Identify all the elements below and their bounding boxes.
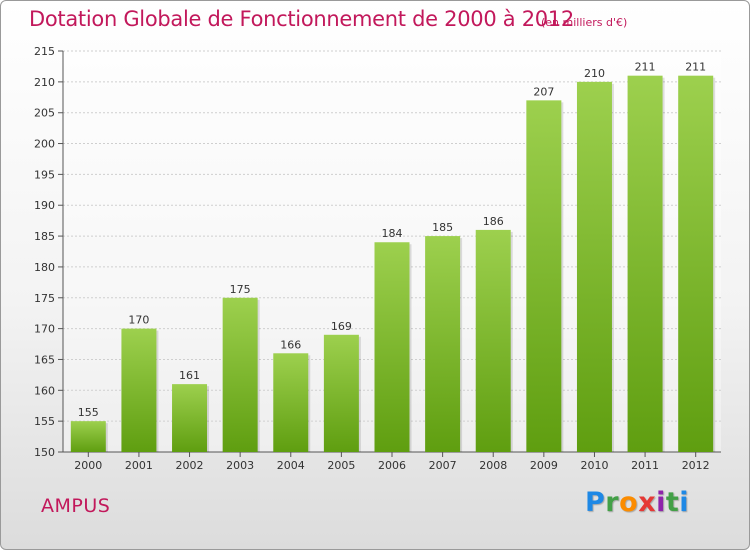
bar (526, 100, 562, 452)
y-tick-label: 180 (34, 261, 55, 274)
y-tick-label: 185 (34, 230, 55, 243)
bar (273, 353, 309, 452)
bar (475, 229, 511, 452)
y-tick-label: 200 (34, 138, 55, 151)
chart-title: Dotation Globale de Fonctionnement de 20… (29, 7, 574, 31)
y-tick-label: 165 (34, 353, 55, 366)
y-tick-label: 150 (34, 446, 55, 459)
data-label: 184 (382, 227, 403, 240)
bar (172, 384, 208, 452)
y-tick-label: 210 (34, 76, 55, 89)
x-tick-label: 2009 (530, 459, 558, 472)
data-label: 210 (584, 67, 605, 80)
x-tick-label: 2002 (176, 459, 204, 472)
y-tick-label: 155 (34, 415, 55, 428)
data-label: 185 (432, 221, 453, 234)
bar (678, 75, 714, 452)
x-tick-label: 2007 (429, 459, 457, 472)
data-label: 166 (280, 338, 301, 351)
x-tick-label: 2005 (327, 459, 355, 472)
x-tick-label: 2004 (277, 459, 305, 472)
y-tick-label: 160 (34, 384, 55, 397)
data-label: 175 (230, 283, 251, 296)
x-tick-label: 2010 (580, 459, 608, 472)
y-tick-label: 195 (34, 168, 55, 181)
bar (121, 328, 157, 452)
y-tick-label: 190 (34, 199, 55, 212)
x-tick-label: 2001 (125, 459, 153, 472)
bar (222, 297, 258, 452)
data-label: 211 (635, 61, 656, 74)
y-tick-label: 170 (34, 323, 55, 336)
bar (576, 81, 612, 452)
x-tick-label: 2011 (631, 459, 659, 472)
data-label: 186 (483, 215, 504, 228)
data-label: 161 (179, 369, 200, 382)
commune-name: AMPUS (41, 495, 111, 517)
x-tick-label: 2000 (74, 459, 102, 472)
x-tick-label: 2008 (479, 459, 507, 472)
x-tick-label: 2012 (682, 459, 710, 472)
bar (323, 334, 359, 452)
x-tick-label: 2006 (378, 459, 406, 472)
y-tick-label: 175 (34, 292, 55, 305)
proxiti-logo: Proxiti (585, 487, 690, 518)
data-label: 155 (78, 406, 99, 419)
bar (627, 75, 663, 452)
bar (70, 421, 106, 452)
unit-note: (en milliers d'€) (541, 16, 628, 29)
y-tick-label: 215 (34, 45, 55, 58)
bar (374, 242, 410, 452)
bar (425, 236, 461, 452)
data-label: 211 (685, 61, 706, 74)
data-label: 207 (533, 85, 554, 98)
y-tick-label: 205 (34, 107, 55, 120)
x-tick-label: 2003 (226, 459, 254, 472)
data-label: 169 (331, 320, 352, 333)
data-label: 170 (128, 314, 149, 327)
